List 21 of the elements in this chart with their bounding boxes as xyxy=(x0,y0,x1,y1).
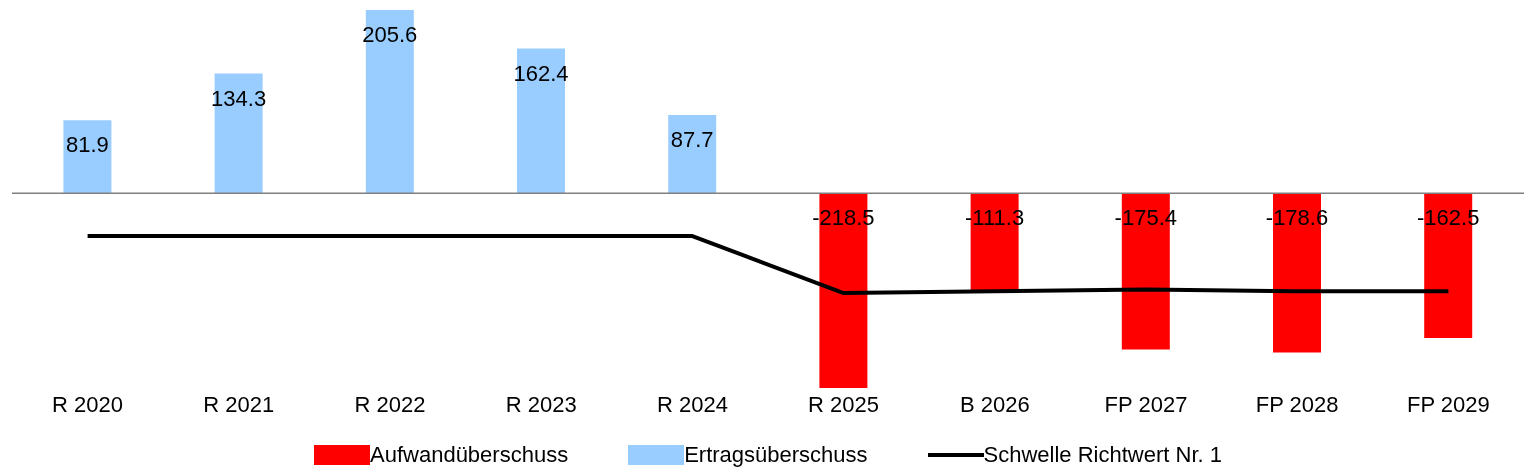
x-tick-label: R 2024 xyxy=(656,391,728,417)
data-label: 134.3 xyxy=(211,85,267,111)
x-tick-label: FP 2029 xyxy=(1407,391,1490,417)
data-label: 162.4 xyxy=(513,60,569,86)
legend-label: Schwelle Richtwert Nr. 1 xyxy=(983,442,1222,468)
data-label: 87.7 xyxy=(670,127,714,153)
data-label: 205.6 xyxy=(362,22,418,47)
legend-label: Aufwandüberschuss xyxy=(370,442,569,468)
x-tick-label: R 2023 xyxy=(505,391,577,417)
data-label: 81.9 xyxy=(65,132,109,158)
legend-label: Ertragsüberschuss xyxy=(684,442,868,468)
x-tick-label: B 2026 xyxy=(959,391,1030,417)
bar xyxy=(63,120,112,194)
x-tick-label: R 2020 xyxy=(52,391,124,417)
x-tick-label: FP 2027 xyxy=(1104,391,1188,417)
bar xyxy=(517,48,566,194)
x-tick-label: R 2025 xyxy=(808,391,880,417)
x-tick-label: R 2022 xyxy=(354,391,426,417)
bar xyxy=(668,115,717,194)
x-tick-label: FP 2028 xyxy=(1255,391,1339,417)
x-tick-label: R 2021 xyxy=(203,391,275,417)
